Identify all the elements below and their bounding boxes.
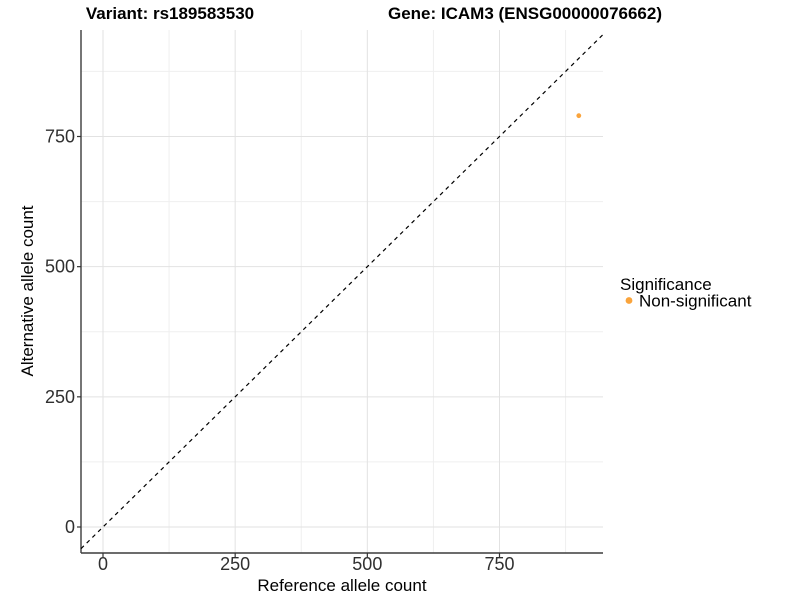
plot-title-variant: Variant: rs189583530 [86, 4, 254, 23]
x-tick-label: 750 [484, 554, 514, 574]
x-tick-label: 250 [220, 554, 250, 574]
plot-title-gene: Gene: ICAM3 (ENSG00000076662) [388, 4, 662, 23]
x-tick-label: 500 [352, 554, 382, 574]
y-tick-label: 750 [45, 127, 75, 147]
y-tick-label: 250 [45, 387, 75, 407]
y-axis-title: Alternative allele count [18, 205, 37, 376]
data-point [576, 113, 582, 119]
data-points [576, 113, 582, 119]
identity-line [80, 34, 604, 550]
legend-title: Significance [620, 275, 712, 294]
legend: Significance Non-significant [620, 275, 752, 311]
x-tick-label: 0 [98, 554, 108, 574]
legend-item-label: Non-significant [639, 292, 752, 311]
y-tick-label: 500 [45, 257, 75, 277]
x-axis-title: Reference allele count [257, 576, 426, 595]
legend-swatch-non-significant [625, 297, 633, 304]
y-tick-label: 0 [65, 517, 75, 537]
axis-ticks: 0 250 500 750 0 250 500 750 [45, 127, 515, 575]
gridlines [81, 30, 603, 553]
